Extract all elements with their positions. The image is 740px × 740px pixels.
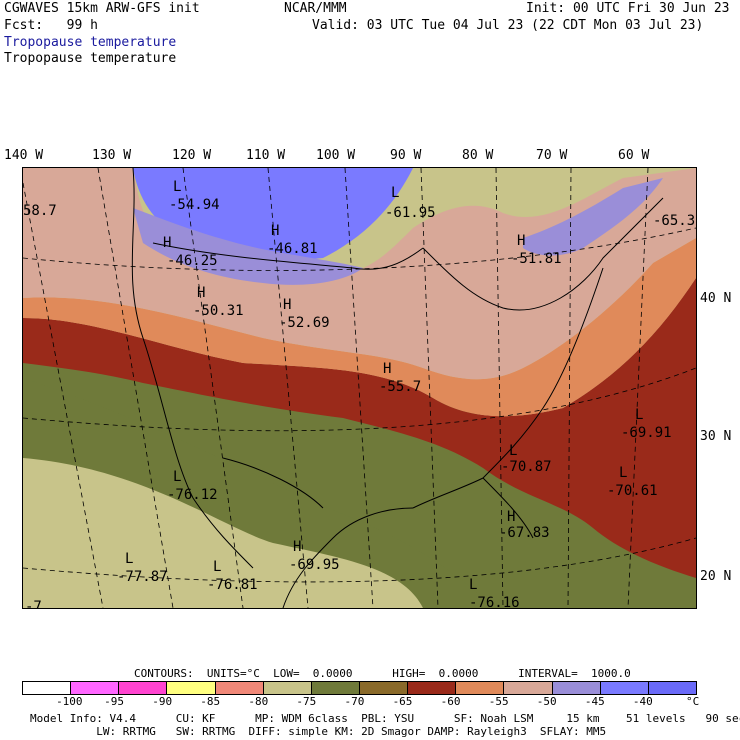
lat-label: 20 N xyxy=(700,569,732,584)
colorbar-swatch xyxy=(456,682,505,694)
contour-label-value: -70.61 xyxy=(607,483,658,499)
contour-label-value: -70.87 xyxy=(501,459,552,475)
colorbar-swatch xyxy=(359,682,409,694)
contour-label-kind: L xyxy=(509,443,518,459)
contour-label-value: -76.81 xyxy=(207,577,258,593)
colorbar-tick-label: -85 xyxy=(200,695,221,708)
lon-label: 120 W xyxy=(172,148,212,163)
tropopause-field xyxy=(23,168,696,608)
model-title: CGWAVES 15km ARW-GFS init xyxy=(4,1,200,16)
contour-label-kind: L xyxy=(213,559,222,575)
org-label: NCAR/MMM xyxy=(284,1,347,16)
model-info: Model Info: V4.4 CU: KF MP: WDM 6class P… xyxy=(30,712,740,725)
physics-info: LW: RRTMG SW: RRTMG DIFF: simple KM: 2D … xyxy=(30,725,607,738)
colorbar-swatch xyxy=(648,682,696,694)
contour-label-value: -69.91 xyxy=(621,425,672,441)
contour-label-value: -50.31 xyxy=(193,303,244,319)
contour-label-kind: H xyxy=(271,223,280,239)
colorbar-tick-label: -60 xyxy=(440,695,461,708)
contour-label-kind: L xyxy=(635,407,644,423)
colorbar-tick-label: -70 xyxy=(344,695,365,708)
contour-label-value: -65.3 xyxy=(653,213,696,229)
contour-label-kind: H xyxy=(383,361,392,377)
colorbar-tick-label: -50 xyxy=(536,695,557,708)
contour-label-kind: H xyxy=(293,539,302,555)
forecast-hour: Fcst: 99 h xyxy=(4,18,98,33)
colorbar xyxy=(22,681,697,695)
contour-label-kind: L xyxy=(125,551,134,567)
contour-label-kind: L xyxy=(619,465,628,481)
colorbar-tick-label: -55 xyxy=(488,695,509,708)
contour-label-value: -51.81 xyxy=(511,251,562,267)
colorbar-swatch xyxy=(215,682,264,694)
init-time: Init: 00 UTC Fri 30 Jun 23 xyxy=(526,1,730,16)
contour-label-value: -69.95 xyxy=(289,557,340,573)
lon-label: 70 W xyxy=(536,148,568,163)
colorbar-swatch xyxy=(71,682,120,694)
colorbar-tick-label: -90 xyxy=(152,695,173,708)
colorbar-swatch xyxy=(408,682,457,694)
contour-label-value: -77.87 xyxy=(117,569,168,585)
contour-label-kind: H xyxy=(517,233,526,249)
colorbar-swatch xyxy=(504,682,553,694)
contour-label-value: -52.69 xyxy=(279,315,330,331)
lon-label: 110 W xyxy=(246,148,286,163)
colorbar-swatch xyxy=(552,682,601,694)
colorbar-swatch xyxy=(311,682,360,694)
field-title-colored: Tropopause temperature xyxy=(4,35,177,50)
lon-label: 130 W xyxy=(92,148,132,163)
colorbar-tick-label: -100 xyxy=(56,695,83,708)
contour-label-value: -76.16 xyxy=(469,595,520,609)
contour-label-value: -67.83 xyxy=(499,525,550,541)
contour-label-value: -46.25 xyxy=(167,253,218,269)
colorbar-swatch xyxy=(263,682,312,694)
contour-label-value: -55.7 xyxy=(379,379,422,395)
contour-label-value: -46.81 xyxy=(267,241,318,257)
colorbar-swatch xyxy=(119,682,168,694)
lon-label: 60 W xyxy=(618,148,650,163)
contour-label-kind: L xyxy=(469,577,478,593)
colorbar-swatch xyxy=(600,682,649,694)
contour-label-kind: L xyxy=(173,179,182,195)
lon-label: 90 W xyxy=(390,148,422,163)
contour-label-value: -61.95 xyxy=(385,205,436,221)
contour-label-kind: H xyxy=(163,235,172,251)
lon-label: 140 W xyxy=(4,148,44,163)
lon-label: 100 W xyxy=(316,148,356,163)
contour-label-kind: L xyxy=(391,185,400,201)
contour-label-kind: H xyxy=(283,297,292,313)
colorbar-tick-label: -65 xyxy=(392,695,413,708)
contour-info: CONTOURS: UNITS=°C LOW= 0.0000 HIGH= 0.0… xyxy=(134,667,631,680)
valid-time: Valid: 03 UTC Tue 04 Jul 23 (22 CDT Mon … xyxy=(312,18,704,33)
map-panel: L -54.94 H -46.81 H -46.25 L -61.95 H -5… xyxy=(22,167,697,609)
lon-label: 80 W xyxy=(462,148,494,163)
colorbar-tick-label: -95 xyxy=(104,695,125,708)
colorbar-swatch xyxy=(167,682,216,694)
contour-label-value: -7 xyxy=(25,599,42,609)
contour-label-kind: H xyxy=(197,285,206,301)
colorbar-tick-label: -45 xyxy=(584,695,605,708)
colorbar-unit: °C xyxy=(686,695,700,708)
contour-label-value: -54.94 xyxy=(169,197,220,213)
colorbar-tick-label: -80 xyxy=(248,695,269,708)
field-title: Tropopause temperature xyxy=(4,51,177,66)
contour-label-value: 58.7 xyxy=(23,203,57,219)
lat-label: 30 N xyxy=(700,429,732,444)
lat-label: 40 N xyxy=(700,291,732,306)
contour-label-value: -76.12 xyxy=(167,487,218,503)
colorbar-tick-label: -40 xyxy=(632,695,653,708)
contour-label-kind: L xyxy=(173,469,182,485)
colorbar-swatch xyxy=(23,682,72,694)
colorbar-tick-label: -75 xyxy=(296,695,317,708)
contour-label-kind: H xyxy=(507,509,516,525)
